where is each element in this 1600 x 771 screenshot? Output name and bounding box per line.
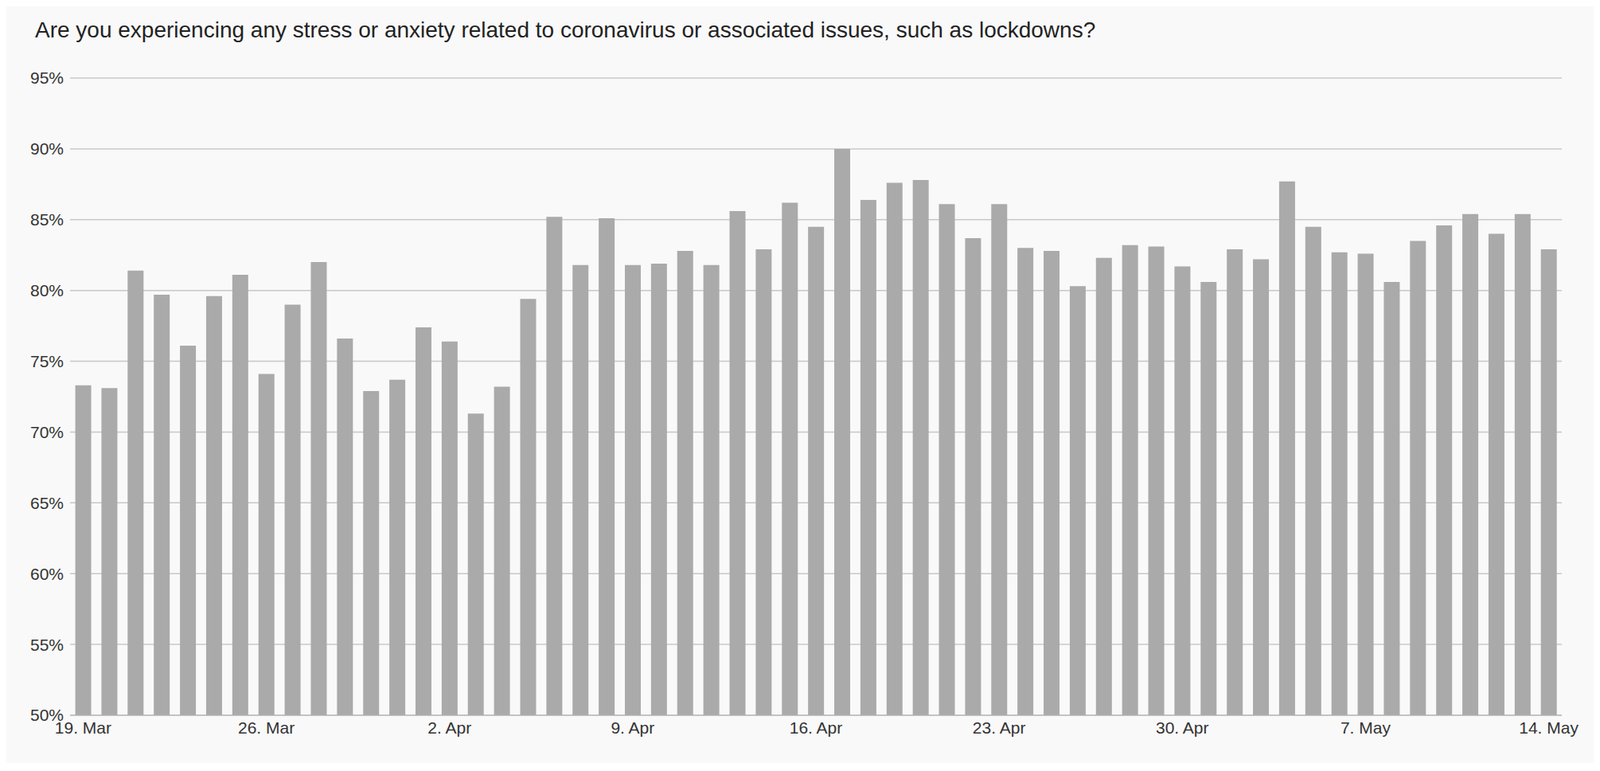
svg-text:70%: 70% (30, 422, 64, 441)
svg-text:30. Apr: 30. Apr (1155, 718, 1210, 737)
svg-text:75%: 75% (30, 351, 64, 371)
svg-text:2. Apr: 2. Apr (427, 718, 472, 737)
svg-text:50%: 50% (30, 705, 64, 724)
svg-text:23. Apr: 23. Apr (972, 718, 1027, 737)
svg-text:85%: 85% (30, 210, 64, 229)
svg-text:90%: 90% (30, 139, 64, 158)
svg-text:16. Apr: 16. Apr (789, 718, 843, 737)
svg-text:26. Mar: 26. Mar (238, 718, 295, 737)
svg-text:55%: 55% (30, 635, 64, 654)
svg-text:60%: 60% (30, 564, 64, 583)
svg-text:65%: 65% (30, 493, 64, 512)
svg-text:19. Mar: 19. Mar (54, 717, 112, 737)
svg-text:80%: 80% (30, 280, 64, 300)
svg-text:9. Apr: 9. Apr (610, 718, 655, 737)
svg-text:14. May: 14. May (1518, 718, 1579, 737)
html-text:Are you experiencing any stres: Are you experiencing any stress or anxie… (35, 17, 1096, 43)
svg-text:7. May: 7. May (1340, 718, 1392, 737)
svg-text:95%: 95% (30, 68, 64, 87)
